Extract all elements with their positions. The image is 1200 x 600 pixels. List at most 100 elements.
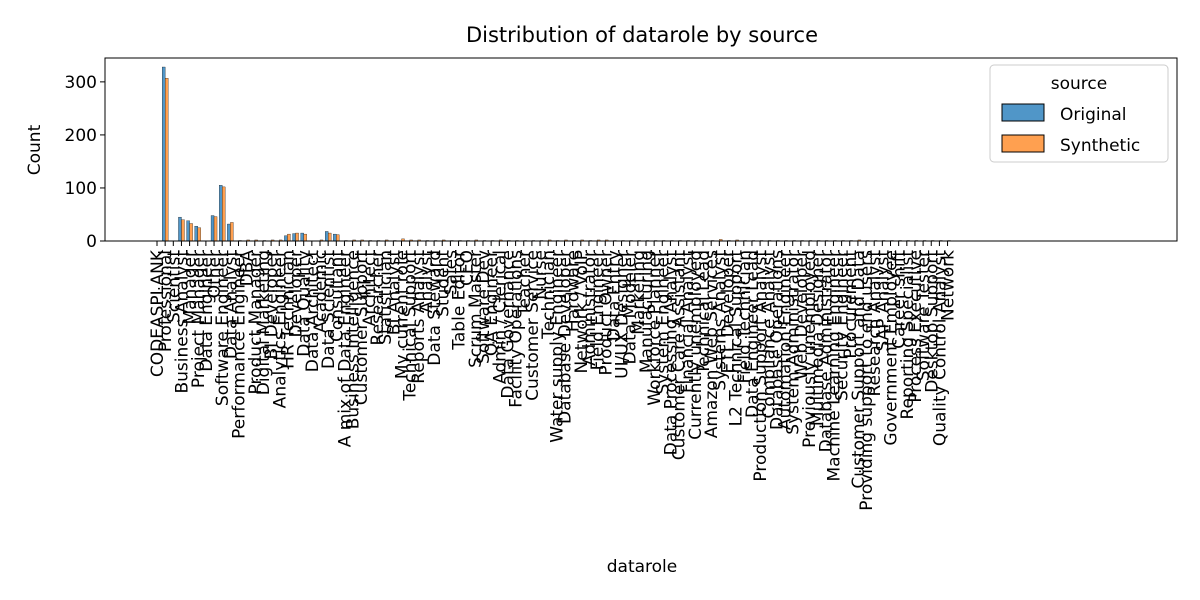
x-tick-label: Web Developer [792,250,812,380]
y-tick-label: 100 [65,179,97,199]
x-tick-label: Database Administrator [816,250,836,452]
x-tick-label: Data Quality [295,250,315,357]
x-tick-label: Financial Analyst [678,250,698,393]
x-tick-label: Currently unemployed [686,250,706,440]
x-tick-label: Reporting Specialist [898,250,918,420]
x-tick-label: Data Steward [425,250,445,366]
x-tick-label: Data Engineer [197,250,217,372]
x-tick-label: CEO [458,250,478,286]
x-tick-label: Network / VoIP [572,250,592,374]
chart-title: Distribution of datarole by source [466,23,818,47]
x-tick-label: Marketing [629,250,649,335]
legend-swatch-synthetic [1001,134,1045,153]
x-tick-label: HR Technician [278,250,298,369]
x-tick-label: Technical Lead [694,250,714,375]
x-tick-label: Customer Care Assistant [670,250,690,461]
x-tick-label: Software Engineer [213,250,233,406]
bar-original [227,223,231,242]
x-tick-label: Data Processing Analyst [661,250,681,456]
x-axis: CODEASPLANKProfessionalScientistBusiness… [148,241,959,511]
x-tick-label: Quality Control Analyst [930,250,950,446]
x-tick-label: Customer Service [523,250,543,401]
x-tick-label: Network [939,250,959,321]
x-tick-label: Customer Support and Data [849,250,869,489]
x-tick-label: SAP Analyst [873,250,893,352]
legend-title: source [1051,74,1107,94]
x-tick-label: Procurement [841,250,861,359]
x-tick-label: Data Engineer Lead [743,250,763,418]
x-tick-label: Research Analyst [865,250,885,397]
x-tick-label: ETL Developer [719,250,739,373]
x-tick-label: Consultant [327,250,347,342]
x-tick-label: Hardware [564,250,584,332]
x-tick-label: Machine Learning Engineer [824,250,844,481]
x-tick-label: Data Entry [604,250,624,341]
y-tick-label: 200 [65,126,97,146]
x-tick-label: System Engineer [653,250,673,395]
x-tick-label: Software Tester [914,250,934,381]
x-tick-label: Developer [287,250,307,337]
x-tick-label: Data Scientist [319,250,339,369]
x-tick-label: Water supply Engineer [547,250,567,443]
bar-synthetic [222,186,226,242]
x-tick-label: Sales [441,250,461,295]
bar-synthetic [197,227,201,242]
x-tick-label: Manager [181,250,201,325]
x-tick-label: Technical Support [401,250,421,402]
x-tick-label: BI Analyst [384,250,404,336]
bar-original [178,216,182,242]
x-tick-label: CODEASPLANK [148,249,168,377]
x-tick-label: Database Operations [767,250,787,430]
y-tick-label: 300 [65,73,97,93]
x-tick-label: Student [433,250,453,317]
x-tick-label: Customer Support [352,250,372,406]
x-tick-label: Process Executive [906,250,926,403]
plot-frame [104,57,1178,242]
x-tick-label: Field Technician [735,250,755,383]
x-tick-label: Data Analyst [221,250,241,359]
x-tick-label: Reports Analyst [409,250,429,384]
legend: source Original Synthetic [989,64,1169,163]
legend-label-original: Original [1060,105,1127,125]
x-tick-label: Amazon Web Services [702,250,722,438]
bar-original [186,220,190,242]
x-tick-label: Compliance Analyst [759,250,779,419]
x-tick-label: Product Owner [596,250,616,375]
x-tick-label: Data Architect [303,250,323,373]
bar-original [161,66,166,242]
x-tick-label: Business Analyst [172,250,192,394]
x-tick-label: Architect [360,250,380,327]
bar-original [284,235,288,242]
x-tick-label: Nurse [531,250,551,300]
x-tick-label: Career shift [890,250,910,349]
x-tick-label: Data Modeler [621,250,641,364]
x-tick-label: UI/UX Designer [613,250,633,379]
bar-original [333,233,337,242]
x-axis-label: datarole [607,557,678,577]
x-tick-label: L2 Technical Support [727,250,747,427]
x-tick-label: Government Employee [882,250,902,446]
x-tick-label: Software Dev [474,250,494,364]
x-tick-label: Performance Engineer [230,250,250,439]
x-tick-label: Manufacturing [637,250,657,373]
y-axis-label: Count [25,124,45,175]
x-tick-label: QA Engineer [482,250,502,356]
x-tick-label: A mix of Data Engineer [335,250,355,447]
bar-synthetic [213,216,218,242]
x-tick-label: BI Developer [262,250,282,360]
x-tick-label: Professional [156,250,176,352]
x-tick-label: Previously unemployed [800,250,820,448]
bar-synthetic [230,222,234,242]
x-tick-label: System Administrator [784,250,804,435]
x-tick-label: Scientist [164,250,184,323]
x-tick-label: Data Governance [498,250,518,399]
x-tick-label: Teacher [515,250,535,317]
bar-synthetic [336,234,340,242]
bar-synthetic [164,78,169,242]
bar-original [324,231,329,242]
x-tick-label: Field Engineer [588,250,608,370]
bar-synthetic [287,233,291,242]
x-tick-label: Database Developer [556,250,576,424]
x-tick-label: Academic [311,250,331,333]
x-tick-label: Production Support Analyst [751,250,771,482]
